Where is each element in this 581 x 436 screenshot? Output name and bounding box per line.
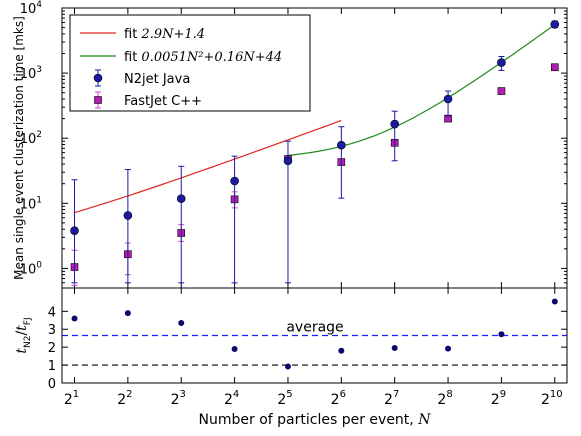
- ratio-point: [178, 319, 185, 326]
- ratio-point: [338, 347, 345, 354]
- top-y-tick-label: 102: [20, 130, 42, 147]
- n2jet-point: [497, 58, 506, 67]
- n2jet-point: [443, 94, 453, 104]
- bottom-y-axis-label: tN2/tFJ: [14, 317, 33, 353]
- bottom-y-tick-label: 1: [48, 359, 56, 374]
- top-y-tick-label: 104: [20, 0, 43, 17]
- legend-label: fit 0.0051N²+0.16N+44: [124, 50, 282, 65]
- bottom-y-tick-label: 4: [48, 305, 56, 320]
- n2jet-point: [390, 119, 399, 129]
- top-y-axis-label: Mean single event clusterization time [m…: [12, 16, 26, 280]
- ratio-point: [231, 345, 238, 352]
- bottom-y-tick-label: 0: [48, 377, 56, 392]
- ratio-point: [391, 345, 398, 352]
- fit-curve-2: [287, 24, 556, 156]
- ratio-point: [71, 315, 78, 322]
- ratio-point: [124, 310, 131, 317]
- bottom-plot-area: [62, 298, 567, 370]
- axis-labels: 21 22 23 24 25 26 27 28 29 2101001011021031040123…: [12, 0, 563, 428]
- fastjet-point: [550, 63, 559, 72]
- ratio-point: [445, 345, 452, 352]
- n2jet-point: [337, 140, 346, 150]
- top-y-tick-label: 100: [20, 260, 43, 277]
- x-tick-label: 23: [171, 389, 186, 408]
- top-y-tick-label: 103: [20, 65, 42, 82]
- bottom-plot-frame: [61, 287, 568, 384]
- x-tick-label: 27: [384, 389, 399, 408]
- n2jet-point: [550, 20, 560, 29]
- n2jet-point: [176, 194, 186, 203]
- fit-curve-1: [74, 119, 342, 214]
- legend-n2jet-marker: [93, 73, 103, 83]
- legend-label: FastJet C++: [124, 94, 202, 109]
- bottom-y-tick-label: 3: [48, 323, 56, 338]
- x-tick-label: 210: [541, 389, 563, 408]
- x-axis-label: Number of particles per event, N: [199, 412, 432, 428]
- top-y-tick-label: 101: [20, 195, 42, 212]
- x-tick-label: 21: [64, 389, 79, 408]
- x-tick-label: 25: [277, 389, 292, 408]
- x-tick-label: 29: [491, 389, 506, 408]
- legend-label: fit 2.9N+1.4: [124, 27, 205, 42]
- fastjet-point: [497, 87, 506, 95]
- ratio-point: [284, 363, 291, 370]
- ratio-point: [498, 331, 505, 338]
- legend: fit 2.9N+1.4 fit 0.0051N²+0.16N+44 N2jet J…: [69, 14, 311, 112]
- x-tick-label: 22: [117, 389, 132, 408]
- legend-label: N2jet Java: [124, 72, 190, 87]
- n2jet-point: [230, 176, 239, 186]
- n2jet-point: [283, 156, 293, 166]
- x-tick-label: 26: [331, 389, 346, 408]
- legend-fastjet-marker: [94, 96, 102, 104]
- n2jet-point: [70, 226, 79, 235]
- x-tick-label: 24: [224, 389, 239, 408]
- x-tick-label: 28: [437, 389, 452, 408]
- bottom-axis-ticks: [62, 288, 567, 384]
- average-label: average: [286, 320, 343, 336]
- n2jet-point: [123, 211, 133, 220]
- top-plot-area: [70, 20, 560, 286]
- bottom-y-tick-label: 2: [48, 341, 56, 356]
- legend-box: [69, 14, 311, 112]
- ratio-point: [551, 298, 558, 305]
